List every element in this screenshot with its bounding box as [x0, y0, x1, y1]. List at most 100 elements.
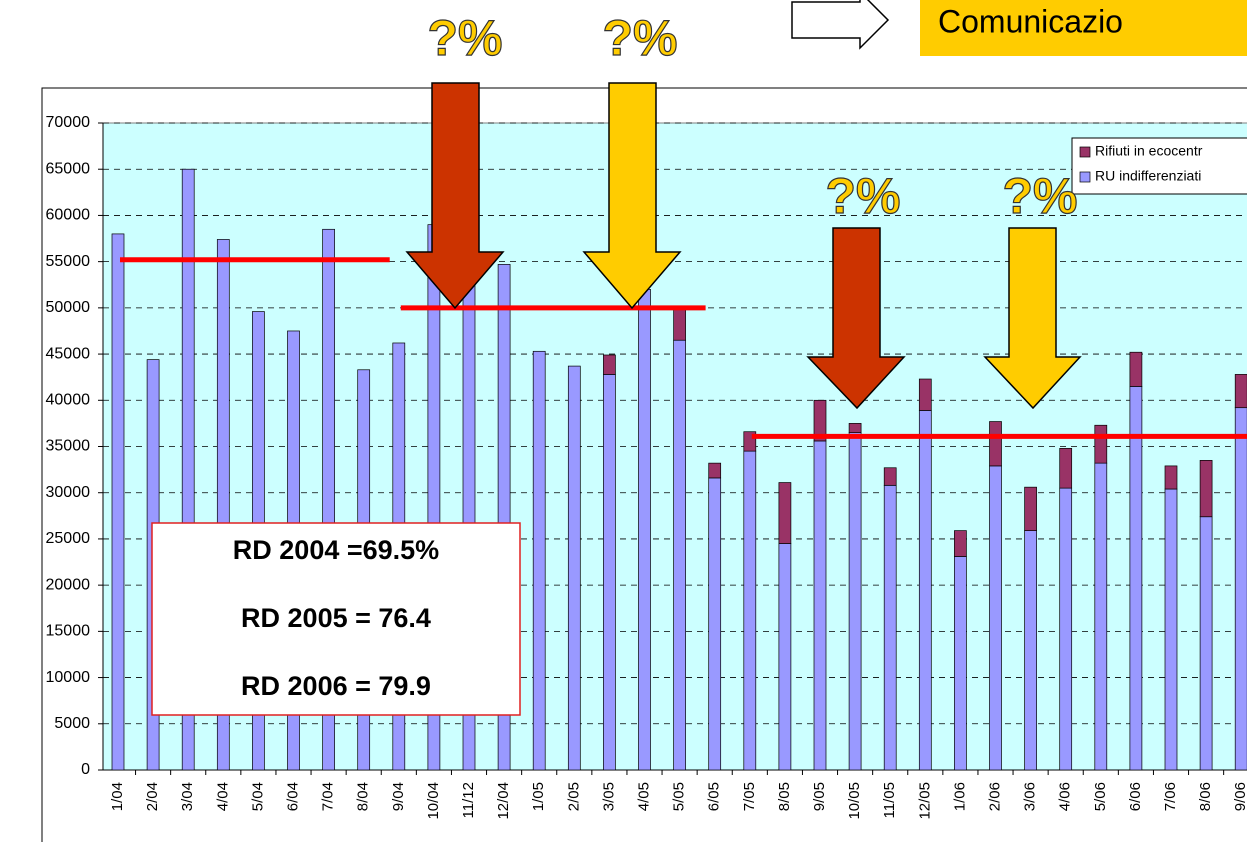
bar-segment	[1234, 407, 1247, 771]
bar-segment	[708, 462, 722, 479]
x-tick-label: 2/04	[144, 782, 161, 811]
question-label: ?%	[1003, 168, 1078, 224]
x-tick-label: 6/04	[284, 782, 301, 811]
y-tick-label: 10000	[46, 669, 91, 686]
bar-segment	[918, 378, 932, 411]
x-tick-label: 8/04	[355, 782, 372, 811]
bar-segment	[1059, 487, 1073, 771]
legend-box	[1071, 137, 1247, 195]
x-tick-label: 9/05	[811, 782, 828, 811]
callout-text: Comunicazio	[938, 3, 1123, 39]
bar-segment	[883, 484, 897, 771]
text-box-line: RD 2006 = 79.9	[241, 671, 431, 701]
bar-segment	[1129, 351, 1143, 387]
x-tick-label: 2/06	[986, 782, 1003, 811]
x-tick-label: 7/04	[320, 782, 337, 811]
y-tick-label: 25000	[46, 530, 91, 547]
bar-segment	[638, 289, 651, 771]
bar-segment	[1164, 465, 1178, 490]
legend-swatch	[1079, 146, 1091, 158]
x-tick-label: 8/05	[776, 782, 793, 811]
bar-segment	[954, 530, 967, 557]
arrow	[405, 82, 505, 310]
y-tick-label: 30000	[46, 484, 91, 501]
x-tick-label: 1/05	[530, 782, 547, 811]
question-label: ?%	[826, 168, 901, 224]
bar-segment	[954, 556, 967, 771]
bar-segment	[603, 354, 616, 375]
y-tick-label: 50000	[46, 299, 91, 316]
bar-segment	[673, 305, 686, 341]
x-tick-label: 7/06	[1162, 782, 1179, 811]
bar-segment	[848, 432, 862, 771]
x-tick-label: 7/05	[741, 782, 758, 811]
y-tick-label: 55000	[46, 253, 91, 270]
arrow	[582, 82, 682, 310]
bar-segment	[989, 465, 1002, 771]
y-tick-label: 5000	[54, 715, 90, 732]
question-label: ?%	[428, 10, 503, 66]
bar-segment	[1024, 486, 1037, 531]
bar-segment	[111, 233, 125, 771]
bar-segment	[1234, 374, 1247, 409]
y-tick-label: 0	[81, 761, 90, 778]
bar-segment	[918, 410, 932, 771]
bar-segment	[778, 543, 792, 771]
callout-box	[920, 0, 1247, 56]
block-arrow	[791, 0, 890, 50]
x-tick-label: 2/05	[565, 782, 582, 811]
x-tick-label: 9/04	[390, 782, 407, 811]
bar-segment	[567, 365, 581, 771]
bar-segment	[813, 440, 827, 771]
bar-segment	[673, 339, 686, 771]
y-tick-label: 70000	[46, 114, 91, 131]
legend-swatch	[1079, 171, 1091, 183]
bar-segment	[1024, 530, 1037, 771]
x-tick-label: 5/05	[671, 782, 688, 811]
arrow	[983, 227, 1082, 410]
bar-segment	[1199, 460, 1213, 518]
bar-segment	[603, 374, 616, 771]
question-label: ?%	[603, 10, 678, 66]
x-tick-label: 12/04	[495, 782, 512, 820]
bar-segment	[1094, 462, 1108, 771]
x-tick-label: 6/06	[1127, 782, 1144, 811]
x-tick-label: 8/06	[1197, 782, 1214, 811]
x-tick-label: 11/05	[881, 782, 898, 818]
bar-segment	[1094, 424, 1108, 464]
text-box-line: RD 2004 =69.5%	[233, 535, 439, 565]
bar-segment	[1199, 516, 1213, 771]
x-tick-label: 4/04	[214, 782, 231, 811]
x-tick-label: 11/12	[460, 782, 477, 818]
x-tick-label: 6/05	[706, 782, 723, 811]
y-tick-label: 35000	[46, 438, 91, 455]
bar-segment	[1164, 488, 1178, 771]
bar-segment	[778, 482, 792, 544]
y-tick-label: 60000	[46, 207, 91, 224]
arrow	[806, 227, 906, 410]
legend-label: Rifiuti in ecocentr	[1095, 143, 1203, 159]
bar-segment	[532, 350, 546, 771]
bar-segment	[1129, 386, 1143, 771]
legend-label: RU indifferenziati	[1095, 168, 1201, 184]
bar-segment	[813, 399, 827, 442]
x-tick-label: 10/04	[425, 782, 442, 820]
x-tick-label: 5/04	[249, 782, 266, 811]
x-tick-label: 10/05	[846, 782, 863, 820]
y-tick-label: 45000	[46, 345, 91, 362]
x-tick-label: 3/05	[600, 782, 617, 811]
x-tick-label: 3/06	[1022, 782, 1039, 811]
bar-segment	[743, 450, 757, 771]
y-tick-label: 15000	[46, 623, 91, 640]
x-tick-label: 3/04	[179, 782, 196, 811]
x-tick-label: 5/06	[1092, 782, 1109, 811]
x-tick-label: 9/06	[1232, 782, 1247, 811]
y-tick-label: 20000	[46, 576, 91, 593]
x-tick-label: 1/06	[951, 782, 968, 811]
x-tick-label: 4/05	[635, 782, 652, 811]
text-box	[151, 522, 521, 716]
y-tick-label: 40000	[46, 392, 91, 409]
text-box-line: RD 2005 = 76.4	[241, 603, 431, 633]
